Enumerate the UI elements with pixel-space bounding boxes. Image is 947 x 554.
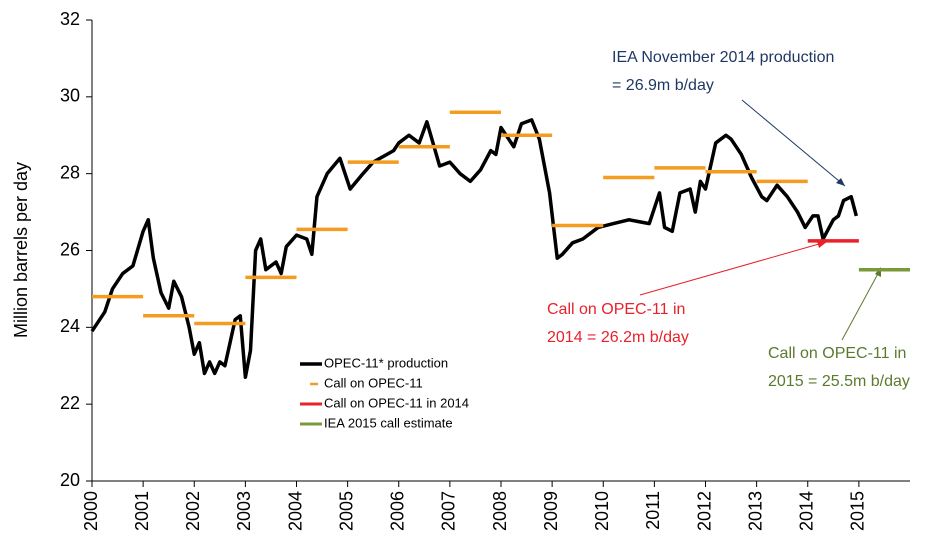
x-tick-label: 2003 <box>234 491 254 531</box>
x-tick-label: 2011 <box>643 491 663 530</box>
y-tick-label: 24 <box>60 316 80 336</box>
arrow <box>639 241 827 296</box>
x-tick-label: 2010 <box>592 491 612 531</box>
y-tick-label: 26 <box>60 239 80 259</box>
x-tick-label: 2009 <box>541 491 561 531</box>
legend-label: Call on OPEC-11 in 2014 <box>324 395 469 410</box>
arrow <box>841 269 881 341</box>
y-tick-label: 22 <box>60 393 80 413</box>
y-tick-label: 32 <box>60 9 80 29</box>
legend-label: IEA 2015 call estimate <box>324 415 453 430</box>
annotation: IEA November 2014 production <box>612 49 834 66</box>
y-tick-label: 28 <box>60 162 80 182</box>
y-axis-label: Million barrels per day <box>11 162 31 338</box>
x-tick-label: 2007 <box>439 491 459 531</box>
annotation: 2014 = 26.2m b/day <box>547 329 689 346</box>
y-tick-label: 20 <box>60 470 80 490</box>
x-tick-label: 2014 <box>797 491 817 531</box>
x-tick-label: 2001 <box>132 491 152 531</box>
x-tick-label: 2006 <box>388 491 408 531</box>
line <box>90 118 859 380</box>
x-tick-label: 2000 <box>81 491 101 531</box>
legend-label: Call on OPEC-11 <box>324 375 423 390</box>
x-tick-label: 2012 <box>694 491 714 531</box>
legend-label: OPEC-11* production <box>324 355 448 370</box>
arrow-head <box>836 178 845 186</box>
annotation: 2015 = 25.5m b/day <box>768 373 910 390</box>
x-tick-label: 2002 <box>183 491 203 531</box>
annotation: = 26.9m b/day <box>612 77 714 94</box>
x-tick-label: 2015 <box>848 491 868 531</box>
x-tick-label: 2004 <box>285 491 305 531</box>
x-tick-label: 2005 <box>336 491 356 531</box>
arrow <box>741 99 846 187</box>
annotation: Call on OPEC-11 in <box>547 301 685 318</box>
arrow-head <box>817 241 828 248</box>
x-tick-label: 2013 <box>745 491 765 531</box>
x-tick-label: 2008 <box>490 491 510 531</box>
annotation: Call on OPEC-11 in <box>768 345 906 362</box>
y-tick-label: 30 <box>60 86 80 106</box>
